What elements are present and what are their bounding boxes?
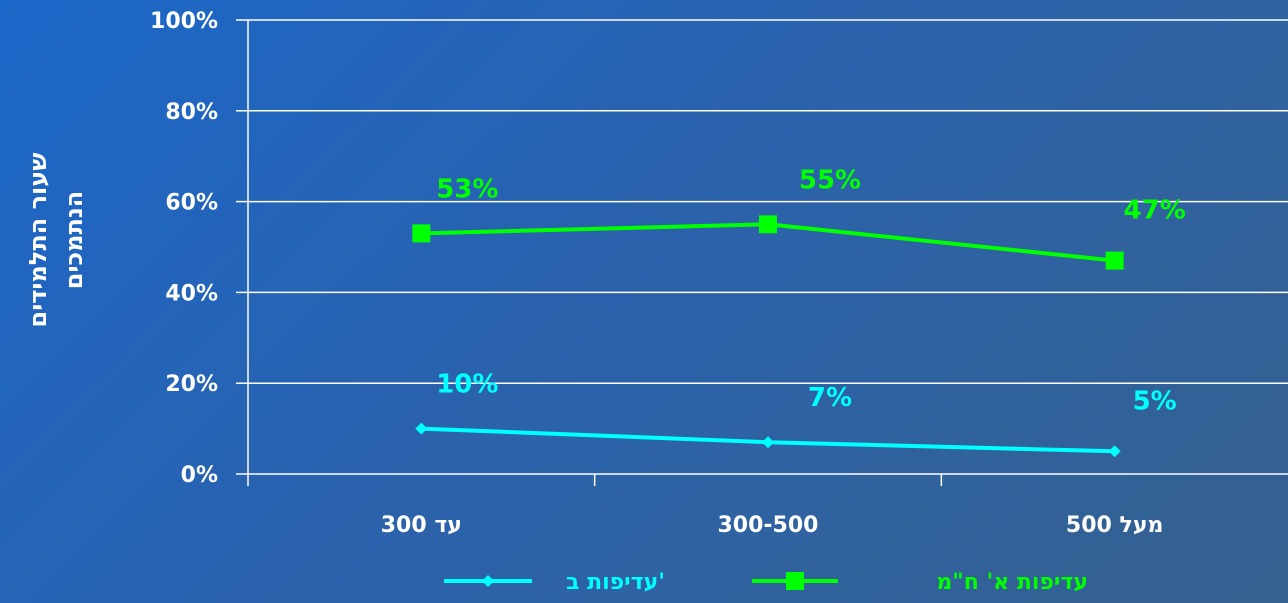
legend-item: עדיפות א' ח"מ [752,570,1088,595]
data-label: 47% [1124,196,1186,226]
legend-marker [786,572,804,590]
gridlines [236,19,1288,475]
data-point-marker [1108,445,1121,458]
x-category-label: עד 300 [381,513,462,538]
legend-label: עדיפות ב' [566,570,665,595]
y-tick-label: 0% [181,463,218,488]
data-label: 55% [799,165,861,195]
data-point-marker [412,224,431,243]
data-label: 10% [436,370,498,400]
y-tick-label: 100% [150,9,218,34]
legend-marker [482,575,494,587]
data-label: 7% [808,383,852,413]
y-tick-labels: 0% 20% 40% 60% 80% 100% [150,9,218,488]
y-tick-label: 40% [165,281,218,306]
x-category-labels: עד 300 300-500 מעל 500 [381,513,1164,538]
x-category-label: מעל 500 [1066,513,1163,538]
axes [247,20,943,486]
series-2: 10% 7% 5% [415,370,1177,458]
series-layer: 53% 55% 47% 10% 7% 5% [412,165,1186,458]
legend: עדיפות א' ח"מ עדיפות ב' [444,570,1088,595]
data-point-marker [1105,251,1124,270]
legend-label: עדיפות א' ח"מ [936,570,1088,595]
legend-item: עדיפות ב' [444,570,665,595]
data-point-marker [415,422,428,435]
data-point-marker [759,215,777,234]
data-label: 53% [436,174,498,204]
data-point-marker [762,436,774,449]
y-tick-label: 60% [165,191,218,216]
series-1: 53% 55% 47% [412,165,1186,270]
y-axis-label-line-1: שעור התלמידים [24,153,52,328]
data-label: 5% [1133,386,1177,416]
x-category-label: 300-500 [718,513,819,538]
y-axis-label-line-2: הנתמכים [60,191,88,290]
y-tick-label: 80% [165,100,218,125]
y-tick-label: 20% [165,372,218,397]
